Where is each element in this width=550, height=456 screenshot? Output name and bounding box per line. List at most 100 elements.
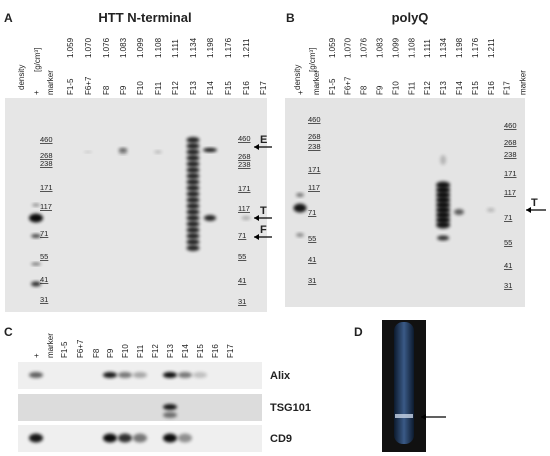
marker-label: 117 bbox=[504, 188, 516, 197]
marker-label: 71 bbox=[40, 229, 48, 238]
band bbox=[29, 213, 43, 223]
density: 1.198 bbox=[206, 37, 215, 58]
row-label: TSG101 bbox=[270, 402, 311, 414]
lane-label: F1-5 bbox=[328, 78, 337, 95]
lane-label: marker bbox=[46, 70, 55, 95]
marker-label: 31 bbox=[504, 281, 512, 290]
arrow-head bbox=[526, 207, 531, 213]
marker-label: 71 bbox=[308, 208, 316, 217]
density: 1.111 bbox=[423, 39, 432, 58]
band bbox=[186, 143, 200, 149]
panel-label: B bbox=[286, 11, 295, 25]
band bbox=[163, 433, 177, 443]
lane-label: F8 bbox=[92, 348, 101, 358]
band bbox=[186, 239, 200, 245]
arrow-head bbox=[254, 144, 259, 150]
lane-label: F15 bbox=[196, 344, 205, 358]
lane-label: F10 bbox=[391, 81, 400, 95]
arrow-label: T bbox=[260, 205, 267, 217]
band bbox=[178, 433, 192, 443]
band bbox=[293, 203, 307, 213]
blot bbox=[18, 394, 262, 421]
lane-label: F1-5 bbox=[60, 341, 69, 358]
band bbox=[163, 404, 177, 410]
lane-label: F17 bbox=[503, 81, 512, 95]
lane-label: F12 bbox=[423, 81, 432, 95]
density: 1.070 bbox=[344, 37, 353, 58]
marker-label: 41 bbox=[40, 275, 48, 284]
marker-label: 55 bbox=[308, 234, 316, 243]
lane-label: F6+7 bbox=[344, 76, 353, 95]
band bbox=[103, 372, 117, 378]
band bbox=[440, 155, 447, 165]
tube bbox=[394, 322, 414, 444]
band bbox=[29, 372, 43, 378]
band bbox=[436, 201, 451, 209]
marker-label: 117 bbox=[40, 202, 52, 211]
lane-label: F10 bbox=[121, 344, 130, 358]
band bbox=[186, 167, 200, 173]
marker-label: 41 bbox=[504, 261, 512, 270]
band bbox=[31, 234, 41, 238]
marker-label: 71 bbox=[238, 231, 246, 240]
band bbox=[186, 149, 200, 155]
lane-label: F12 bbox=[151, 344, 160, 358]
density: 1.108 bbox=[154, 37, 163, 58]
density: 1.059 bbox=[328, 37, 337, 58]
band bbox=[186, 173, 200, 179]
density: 1.211 bbox=[242, 38, 251, 58]
density: 1.108 bbox=[407, 37, 416, 58]
marker-label: 117 bbox=[238, 204, 250, 213]
marker-label: 171 bbox=[238, 184, 251, 193]
band bbox=[203, 148, 217, 152]
band bbox=[133, 372, 147, 378]
band bbox=[193, 372, 207, 378]
lane-label: F12 bbox=[171, 81, 180, 95]
lane-label: F6+7 bbox=[76, 339, 85, 358]
lane-label: F6+7 bbox=[84, 76, 93, 95]
density: 1.099 bbox=[391, 37, 400, 58]
marker-label: 268 bbox=[40, 151, 53, 160]
band bbox=[186, 191, 200, 197]
row-label: Alix bbox=[270, 370, 291, 382]
density: 1.083 bbox=[119, 37, 128, 58]
panel-label: A bbox=[4, 11, 13, 25]
tube-photo bbox=[382, 320, 446, 452]
band bbox=[296, 233, 304, 237]
marker-label: 268 bbox=[308, 132, 321, 141]
panel-label: D bbox=[354, 325, 363, 339]
density: 1.176 bbox=[224, 37, 233, 58]
blots bbox=[5, 98, 525, 452]
band bbox=[118, 433, 132, 443]
header: density bbox=[17, 65, 26, 90]
marker-label: 31 bbox=[308, 276, 316, 285]
band bbox=[154, 150, 162, 154]
band bbox=[454, 209, 464, 215]
lane-label: marker bbox=[46, 333, 55, 358]
band bbox=[84, 151, 92, 153]
lane-label: + bbox=[32, 353, 41, 358]
header: density bbox=[293, 65, 302, 90]
density: 1.076 bbox=[102, 37, 111, 58]
band bbox=[436, 216, 451, 224]
marker-label: 41 bbox=[238, 276, 246, 285]
arrow-label: F bbox=[260, 224, 267, 236]
density: 1.198 bbox=[455, 37, 464, 58]
marker-label: 55 bbox=[238, 252, 246, 261]
band bbox=[118, 151, 128, 155]
lane-label: F13 bbox=[189, 81, 198, 95]
band bbox=[186, 197, 200, 203]
band bbox=[186, 155, 200, 161]
density: 1.134 bbox=[189, 37, 198, 58]
lane-label: + bbox=[32, 90, 41, 95]
marker-label: 41 bbox=[308, 255, 316, 264]
arrow-label: T bbox=[531, 197, 538, 209]
band bbox=[186, 185, 200, 191]
lane-label: F9 bbox=[376, 85, 385, 95]
marker-label: 460 bbox=[40, 135, 53, 144]
band bbox=[186, 227, 200, 233]
panel-title: HTT N-terminal bbox=[98, 10, 191, 25]
tube-band bbox=[395, 414, 413, 418]
band bbox=[436, 221, 451, 229]
lane-label: F8 bbox=[102, 85, 111, 95]
